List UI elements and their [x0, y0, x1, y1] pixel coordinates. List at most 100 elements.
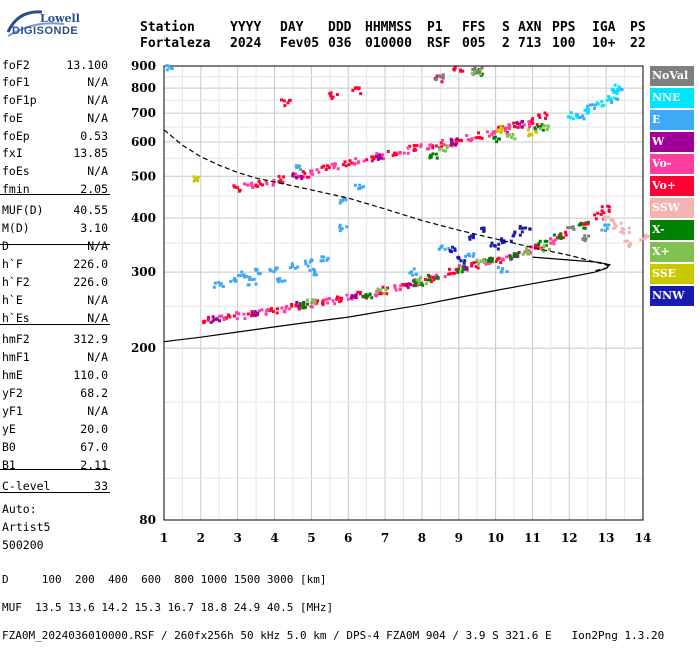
data-point-vo- — [538, 115, 542, 119]
header-value-5: RSF — [427, 36, 451, 51]
data-point-vo- — [329, 94, 333, 98]
data-point-vo- — [543, 111, 547, 115]
data-point-vo- — [419, 145, 423, 149]
data-point-e — [607, 223, 611, 227]
header-label-2: DAY — [280, 20, 304, 35]
data-point-nne — [617, 85, 621, 89]
data-point-e — [604, 223, 608, 227]
data-point-vo- — [317, 170, 321, 174]
data-point-e — [358, 183, 362, 187]
data-point-vo- — [600, 205, 604, 209]
data-point-vo- — [333, 164, 337, 168]
data-point-w — [354, 293, 358, 297]
data-point-vo- — [245, 183, 249, 187]
data-point-w — [291, 172, 295, 176]
data-point-w — [520, 125, 524, 129]
data-point-vo- — [339, 299, 343, 303]
data-point-ssw — [646, 235, 650, 239]
data-point-e — [593, 106, 597, 110]
data-point-e — [274, 266, 278, 270]
data-point-vo- — [222, 316, 226, 320]
data-point-x- — [488, 259, 492, 263]
data-point-noval — [570, 226, 574, 230]
param-value: 226.0 — [73, 275, 108, 289]
data-point-vo- — [461, 69, 465, 73]
data-point-e — [303, 259, 307, 263]
data-point-nne — [586, 111, 590, 115]
data-point-ssw — [628, 230, 632, 234]
data-point-noval — [475, 70, 479, 74]
data-point-nnw — [471, 236, 475, 240]
data-point-vo- — [466, 138, 470, 142]
data-point-vo- — [430, 144, 434, 148]
data-point-ssw — [603, 215, 607, 219]
data-point-vo- — [607, 205, 611, 209]
data-point-vo- — [431, 275, 435, 279]
data-point-e — [232, 278, 236, 282]
data-point-w — [349, 296, 353, 300]
data-point-vo- — [265, 181, 269, 185]
data-point-e — [242, 273, 246, 277]
param-row-hmf1: hmF1 N/A — [2, 350, 108, 367]
data-point-e — [359, 186, 363, 190]
param-row-500200: 500200 — [2, 538, 108, 555]
param-value: N/A — [87, 350, 108, 364]
data-point-w — [449, 137, 453, 141]
x-tick-label: 1 — [160, 531, 168, 545]
data-point-vo- — [246, 312, 250, 316]
data-point-sse — [495, 128, 499, 132]
data-point-vo- — [549, 241, 553, 245]
data-point-ssw — [619, 221, 623, 225]
data-point-e — [604, 228, 608, 232]
data-point-w — [451, 142, 455, 146]
header-label-1: YYYY — [230, 20, 262, 35]
data-point-vo- — [457, 264, 461, 268]
data-point-vo- — [406, 146, 410, 150]
data-point-w — [298, 304, 302, 308]
data-point-nnw — [518, 225, 522, 229]
data-point-vo- — [324, 167, 328, 171]
data-point-x- — [513, 137, 517, 141]
data-point-vo- — [278, 178, 282, 182]
data-point-vo- — [505, 130, 509, 134]
data-point-x- — [457, 267, 461, 271]
param-name: h`Es — [2, 311, 30, 325]
data-point-sse — [196, 175, 200, 179]
data-point-sse — [193, 177, 197, 181]
data-point-w — [521, 119, 525, 123]
param-row-artist5: Artist5 — [2, 520, 108, 537]
data-point-e — [605, 226, 609, 230]
data-point-ssw — [623, 239, 627, 243]
data-point-vo- — [333, 162, 337, 166]
data-point-nne — [600, 100, 604, 104]
data-point-w — [300, 177, 304, 181]
param-value: N/A — [87, 111, 108, 125]
data-point-vo- — [563, 230, 567, 234]
data-point-x- — [516, 254, 520, 258]
data-point-ssw — [609, 218, 613, 222]
data-point-vo- — [242, 312, 246, 316]
x-tick-label: 8 — [418, 531, 426, 545]
data-point-vo- — [394, 288, 398, 292]
data-point-x- — [310, 298, 314, 302]
data-point-e — [275, 277, 279, 281]
param-row-hme: hmE 110.0 — [2, 368, 108, 385]
data-point-vo- — [251, 186, 255, 190]
data-point-x- — [515, 252, 519, 256]
param-name: B0 — [2, 440, 16, 454]
data-point-vo- — [499, 261, 503, 265]
data-point-vo- — [284, 306, 288, 310]
data-point-vo- — [522, 123, 526, 127]
data-point-vo- — [325, 297, 329, 301]
data-point-w — [455, 137, 459, 141]
data-point-vo- — [434, 144, 438, 148]
data-point-vo- — [552, 239, 556, 243]
header-label-0: Station — [140, 20, 195, 35]
data-point-vo- — [250, 310, 254, 314]
data-point-vo- — [447, 267, 451, 271]
data-point-vo- — [218, 314, 222, 318]
data-point-vo- — [594, 217, 598, 221]
header-label-4: HHMMSS — [365, 20, 412, 35]
data-point-nnw — [500, 237, 504, 241]
data-point-vo- — [400, 283, 404, 287]
